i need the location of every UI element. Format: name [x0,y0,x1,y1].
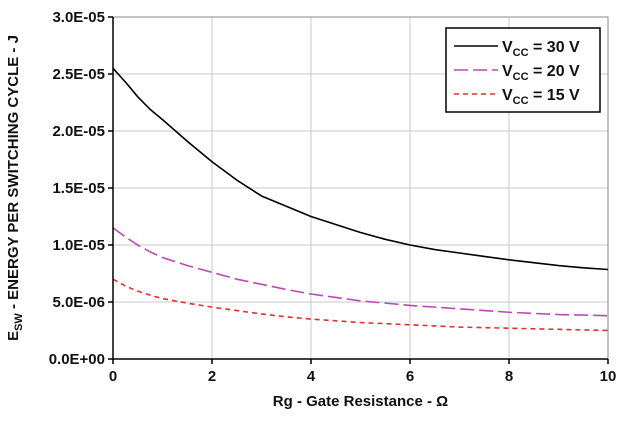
x-tick-label: 6 [406,368,414,385]
x-tick-label: 2 [208,368,216,385]
legend-label-rest: = 20 V [529,63,580,80]
legend-label-subscript: CC [513,95,529,107]
legend-label-main: V [502,63,513,80]
y-tick-label: 2.5E-05 [52,66,105,83]
y-tick-label: 1.5E-05 [52,180,105,197]
y-axis-label-main: E [5,331,22,341]
y-axis-label-rest: - ENERGY PER SWITCHING CYCLE - J [5,35,22,313]
y-tick-label: 5.0E-06 [52,294,105,311]
y-tick-label: 3.0E-05 [52,9,105,26]
legend-label-subscript: CC [513,47,529,59]
series-line-1 [112,67,609,271]
series-lines [112,67,609,332]
legend-label-main: V [502,39,513,56]
y-axis-ticks: 0.0E+00 5.0E-06 1.0E-05 1.5E-05 2.0E-05 2.5E-… [49,9,113,368]
x-tick-label: 8 [505,368,513,385]
series-line-2 [112,227,609,317]
y-tick-label: 1.0E-05 [52,237,105,254]
y-tick-label: 0.0E+00 [49,351,105,368]
x-tick-label: 0 [109,368,117,385]
legend-label-rest: = 15 V [529,87,580,104]
legend-label-subscript: CC [513,71,529,83]
x-axis-label: Rg - Gate Resistance - Ω [273,393,448,410]
x-tick-label: 10 [600,368,617,385]
y-axis-label: ESW - ENERGY PER SWITCHING CYCLE - J [5,35,25,341]
legend-label-rest: = 30 V [529,39,580,56]
y-tick-label: 2.0E-05 [52,123,105,140]
legend-label-3: VCC = 15 V [502,87,580,107]
series-line-3 [112,278,609,332]
y-axis-label-subscript: SW [13,313,25,331]
legend-label-2: VCC = 20 V [502,63,580,83]
x-axis-ticks: 0 2 4 6 8 10 [109,359,617,385]
legend-label-1: VCC = 30 V [502,39,580,59]
legend-box [445,27,601,113]
x-tick-label: 4 [307,368,316,385]
legend-label-main: V [502,87,513,104]
